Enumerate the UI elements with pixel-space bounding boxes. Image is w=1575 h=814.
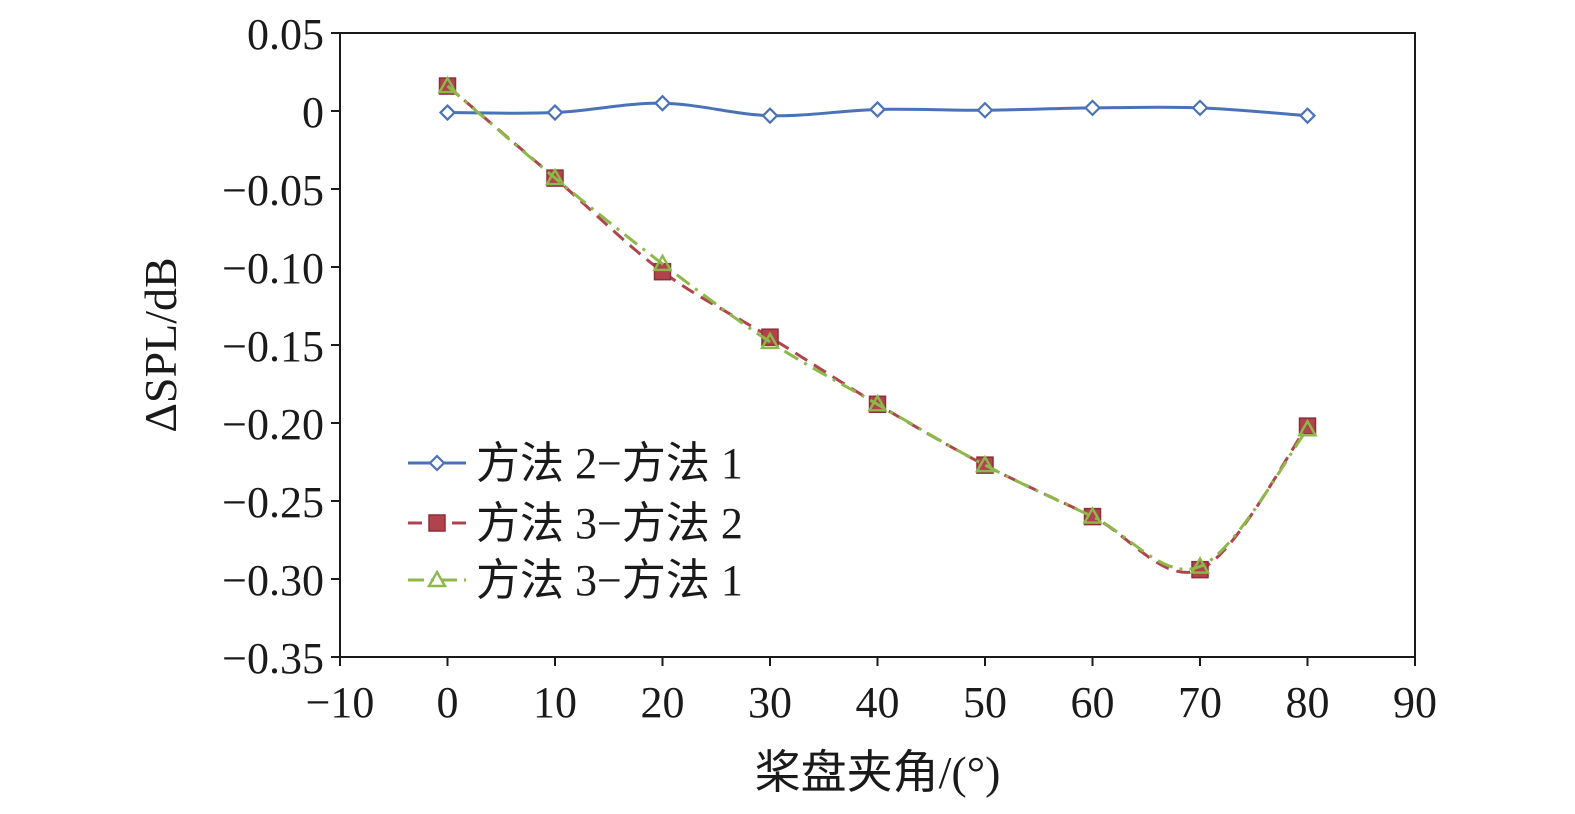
x-tick-label: 70 bbox=[1178, 678, 1222, 727]
x-tick-label: 0 bbox=[437, 678, 459, 727]
series-3-triangle-marker bbox=[652, 253, 673, 272]
series-3-line bbox=[446, 84, 1309, 571]
legend-diamond-marker bbox=[428, 454, 446, 472]
y-axis: 0.05 0 −0.05 −0.10 −0.15 −0.20 −0.25 −0.30 −0.35 bbox=[222, 10, 340, 683]
y-tick-label: −0.30 bbox=[222, 556, 324, 605]
x-axis-title: 桨盘夹角/(°) bbox=[755, 747, 1001, 798]
series-3-triangle-marker bbox=[974, 454, 996, 473]
legend: 方法 2−方法 1 方法 3−方法 2 方法 3−方法 1 bbox=[408, 439, 743, 605]
y-tick-label: −0.20 bbox=[222, 400, 324, 449]
x-tick-label: 30 bbox=[748, 678, 792, 727]
series-1 bbox=[438, 94, 1317, 125]
series-1-diamond-marker bbox=[976, 101, 994, 119]
series-1-diamond-marker bbox=[761, 107, 779, 125]
series-layer bbox=[437, 75, 1318, 579]
y-tick-label: −0.15 bbox=[222, 322, 324, 371]
legend-square-marker bbox=[428, 514, 446, 532]
y-tick-label: −0.35 bbox=[222, 634, 324, 683]
x-tick-label: 80 bbox=[1286, 678, 1330, 727]
series-1-diamond-marker bbox=[653, 94, 672, 112]
series-1-diamond-marker bbox=[868, 100, 887, 118]
legend-triangle-marker bbox=[426, 569, 448, 588]
legend-label: 方法 3−方法 2 bbox=[476, 499, 743, 548]
x-tick-label: 50 bbox=[963, 678, 1007, 727]
y-axis-title: ΔSPL/dB bbox=[135, 257, 186, 432]
legend-item: 方法 2−方法 1 bbox=[408, 439, 743, 488]
series-1-diamond-marker bbox=[438, 104, 457, 122]
y-tick-label: −0.25 bbox=[222, 478, 324, 527]
series-1-diamond-marker bbox=[1298, 107, 1317, 125]
legend-label: 方法 2−方法 1 bbox=[476, 439, 743, 488]
series-3-triangle-marker bbox=[1082, 506, 1103, 524]
legend-item: 方法 3−方法 2 bbox=[408, 499, 743, 548]
x-tick-label: 20 bbox=[641, 678, 685, 727]
x-tick-label: 10 bbox=[533, 678, 577, 727]
series-3-triangle-marker bbox=[1189, 556, 1211, 574]
y-tick-label: 0.05 bbox=[247, 10, 324, 59]
series-3-triangle-marker bbox=[437, 75, 458, 94]
x-tick-label: 90 bbox=[1393, 678, 1437, 727]
y-tick-label: −0.10 bbox=[222, 244, 324, 293]
series-1-diamond-marker bbox=[1191, 99, 1209, 117]
y-tick-label: 0 bbox=[302, 88, 324, 137]
x-tick-label: −10 bbox=[306, 678, 375, 727]
series-1-diamond-marker bbox=[546, 104, 564, 122]
x-tick-label: 40 bbox=[856, 678, 900, 727]
series-3-triangle-marker bbox=[544, 167, 566, 186]
series-3-triangle-marker bbox=[867, 393, 888, 412]
series-3-triangle-marker bbox=[1297, 418, 1318, 437]
series-1-diamond-marker bbox=[1083, 99, 1102, 117]
series-3 bbox=[437, 75, 1318, 574]
legend-label: 方法 3−方法 1 bbox=[476, 556, 743, 605]
legend-item: 方法 3−方法 1 bbox=[408, 556, 743, 605]
x-axis: −10 0 10 20 30 40 50 60 70 80 90 bbox=[306, 657, 1437, 727]
series-3-triangle-marker bbox=[759, 331, 781, 350]
y-tick-label: −0.05 bbox=[222, 166, 324, 215]
x-tick-label: 60 bbox=[1071, 678, 1115, 727]
